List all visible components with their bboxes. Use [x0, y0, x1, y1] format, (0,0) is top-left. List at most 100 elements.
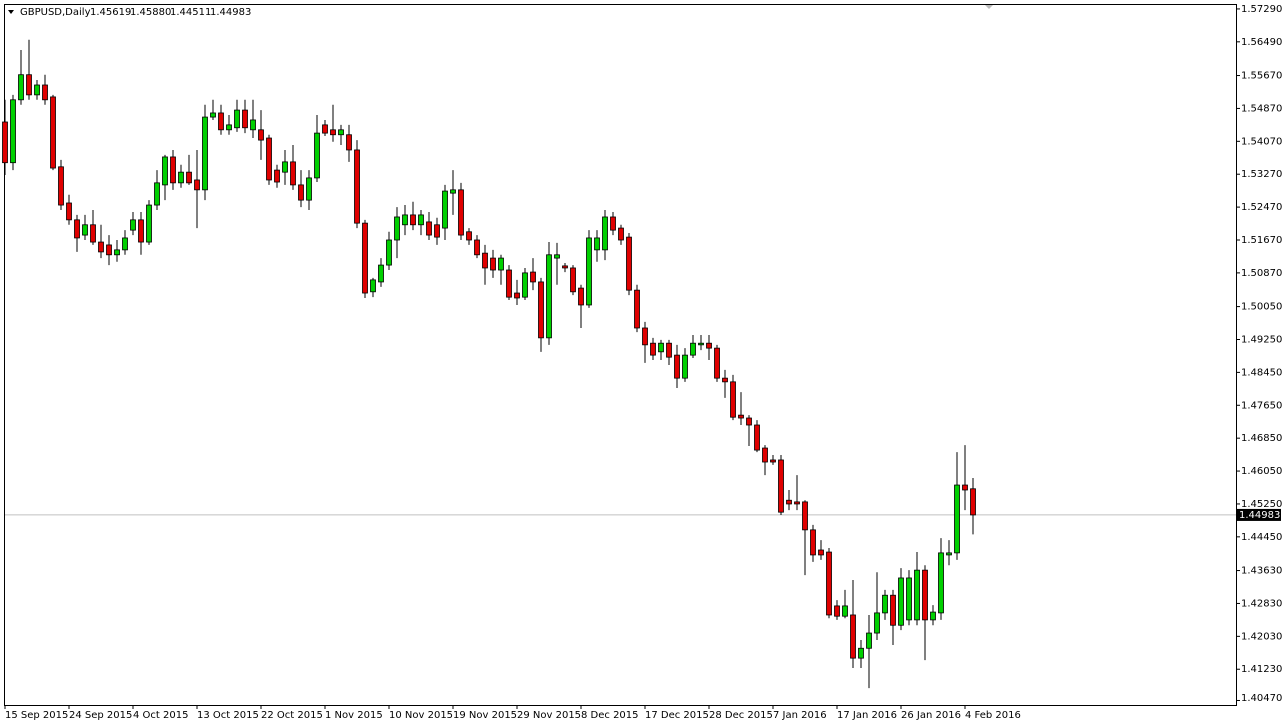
x-tick-label: 1 Nov 2015 — [325, 710, 383, 721]
candle-body-up — [946, 552, 952, 556]
candle-body-down — [818, 549, 824, 556]
candle-body-up — [402, 214, 408, 226]
x-tick-label: 17 Jan 2016 — [837, 710, 897, 721]
candle-body-down — [362, 222, 368, 294]
candle-body-up — [370, 279, 376, 293]
candle-body-down — [66, 202, 72, 221]
candle-body-down — [74, 219, 80, 239]
candle-body-down — [490, 257, 496, 271]
candle-body-up — [386, 239, 392, 266]
y-tick-label: 1.54070 — [1241, 136, 1282, 147]
candle-body-down — [762, 447, 768, 463]
y-tick-label: 1.47650 — [1241, 400, 1282, 411]
x-tick-label: 22 Oct 2015 — [261, 710, 323, 721]
candle-body-down — [466, 231, 472, 241]
x-tick-label: 7 Jan 2016 — [773, 710, 827, 721]
candle-body-down — [746, 417, 752, 426]
x-tick-label: 8 Dec 2015 — [581, 710, 639, 721]
header-value: 1.44511 — [170, 7, 211, 18]
shift-marker — [985, 5, 993, 9]
candle-body-down — [626, 236, 632, 291]
candle-body-up — [226, 124, 232, 131]
candle-body-up — [546, 254, 552, 339]
candle-body-up — [130, 219, 136, 231]
candle-body-up — [930, 611, 936, 621]
candle-body-up — [898, 577, 904, 626]
candle-body-down — [754, 424, 760, 451]
candle-body-down — [706, 342, 712, 349]
candle-body-up — [146, 204, 152, 243]
candle-body-down — [770, 459, 776, 463]
symbol: GBPUSD,Daily — [20, 7, 91, 18]
candle-body-up — [394, 216, 400, 241]
y-tick-label: 1.50050 — [1241, 302, 1282, 313]
candle-body-down — [618, 227, 624, 241]
candle-body-up — [690, 342, 696, 356]
candle-body-down — [458, 189, 464, 236]
candle-body-down — [786, 499, 792, 505]
candle-body-down — [474, 239, 480, 256]
candle-body-up — [378, 264, 384, 283]
y-tick-label: 1.50870 — [1241, 268, 1282, 279]
candle-body-down — [98, 241, 104, 253]
candle-body-up — [842, 605, 848, 617]
candle-body-up — [10, 99, 16, 164]
candle-body-down — [274, 169, 280, 183]
candle-body-up — [522, 272, 528, 298]
candle-body-down — [290, 161, 296, 186]
candle-body-down — [434, 224, 440, 238]
header-value: 1.45880 — [130, 7, 171, 18]
candle-body-down — [530, 271, 536, 283]
candle-body-down — [722, 377, 728, 383]
candle-body-up — [418, 214, 424, 226]
x-tick-label: 13 Oct 2015 — [197, 710, 259, 721]
candle-body-up — [338, 129, 344, 136]
candle-body-up — [202, 116, 208, 191]
y-tick-label: 1.56490 — [1241, 37, 1282, 48]
candle-body-up — [122, 237, 128, 251]
y-tick-label: 1.44450 — [1241, 532, 1282, 543]
x-tick-label: 28 Dec 2015 — [709, 710, 773, 721]
candle-body-up — [114, 249, 120, 256]
candle-body-down — [778, 459, 784, 513]
y-tick-label: 1.43630 — [1241, 566, 1282, 577]
candle-body-up — [866, 632, 872, 649]
candle-body-up — [250, 119, 256, 131]
y-tick-label: 1.42830 — [1241, 598, 1282, 609]
y-tick-label: 1.55670 — [1241, 71, 1282, 82]
candle-body-down — [194, 179, 200, 191]
candle-body-down — [50, 96, 56, 169]
y-tick-label: 1.46850 — [1241, 433, 1282, 444]
candle-body-down — [962, 484, 968, 491]
candle-body-down — [170, 156, 176, 184]
candle-body-down — [186, 171, 192, 184]
candle-body-down — [258, 129, 264, 141]
candle-body-up — [602, 216, 608, 251]
y-tick-label: 1.48450 — [1241, 367, 1282, 378]
candle-body-up — [450, 189, 456, 194]
header-value: 1.44983 — [210, 7, 251, 18]
candle-body-down — [802, 501, 808, 531]
candle-body-down — [970, 488, 976, 516]
candle-body-down — [890, 594, 896, 626]
last-price-box — [1237, 508, 1281, 521]
candle-body-down — [714, 347, 720, 379]
candle-body-down — [410, 214, 416, 226]
menu-triangle[interactable] — [8, 10, 14, 14]
candle-body-up — [658, 342, 664, 353]
candle-body-up — [82, 224, 88, 236]
x-tick-label: 4 Oct 2015 — [133, 710, 188, 721]
candle-body-down — [426, 221, 432, 236]
candle-body-up — [210, 112, 216, 118]
candle-body-up — [178, 171, 184, 184]
candle-body-down — [578, 287, 584, 306]
candle-body-down — [266, 137, 272, 181]
candle-body-down — [650, 342, 656, 356]
candle-body-up — [18, 74, 24, 101]
x-tick-label: 4 Feb 2016 — [965, 710, 1021, 721]
x-tick-label: 24 Sep 2015 — [69, 710, 132, 721]
candle-body-down — [730, 381, 736, 418]
candle-body-up — [154, 182, 160, 206]
candle-body-down — [2, 121, 8, 164]
